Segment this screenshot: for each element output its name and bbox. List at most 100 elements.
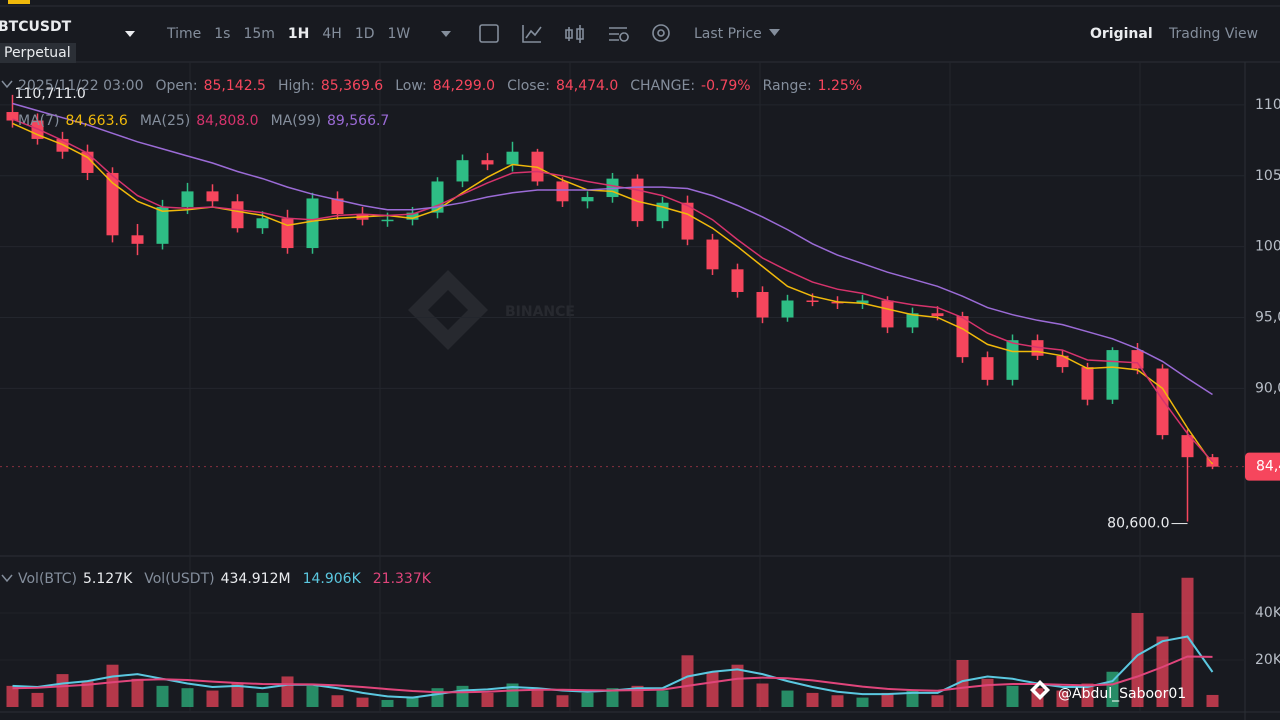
volume-bar <box>356 697 369 707</box>
template-icon[interactable] <box>609 27 629 42</box>
candle-body <box>6 112 19 121</box>
settings-icon[interactable] <box>652 24 670 42</box>
ma-name: MA(25) <box>140 113 190 129</box>
volume-bar <box>281 676 294 707</box>
ma-name: MA(99) <box>271 113 321 129</box>
candle-body <box>881 300 894 328</box>
interval[interactable]: 1s <box>214 26 230 42</box>
watermark-logo <box>408 270 488 350</box>
extreme-label: 80,600.0 <box>1107 516 1169 532</box>
info-label: Open: <box>156 78 198 94</box>
volume-bar <box>681 655 694 707</box>
extreme-label: 110,711.0 <box>15 86 86 102</box>
volume-bar <box>931 695 944 707</box>
volume-bar <box>706 671 719 707</box>
ma-value: 89,566.7 <box>327 113 389 129</box>
price-source[interactable]: Last Price <box>694 26 762 42</box>
volume-legend: Vol(BTC) 5.127K Vol(USDT) 434.912M 14.906K 21… <box>1 571 432 587</box>
interval[interactable]: 1W <box>388 26 411 42</box>
ma-line <box>12 102 1213 396</box>
candle-body <box>1006 340 1019 380</box>
volume-bar <box>1181 577 1194 707</box>
candle-body <box>306 198 319 249</box>
y-tick-label: 105,000 <box>1255 168 1280 184</box>
info-label: Close: <box>507 78 550 94</box>
candle-body <box>81 151 94 173</box>
candle-body <box>106 172 119 236</box>
info-value: 84,299.0 <box>433 78 495 94</box>
volume-bar <box>256 692 269 707</box>
collapse-icon[interactable] <box>1 80 13 89</box>
symbol-dropdown[interactable] <box>125 31 135 37</box>
info-label: CHANGE: <box>630 78 695 94</box>
candle-body <box>731 269 744 292</box>
candle-body <box>756 291 769 318</box>
volume-bar <box>481 692 494 707</box>
volume-bar <box>231 683 244 707</box>
info-label: Low: <box>395 78 427 94</box>
interval[interactable]: 1H <box>288 26 309 42</box>
chart-type-icon[interactable] <box>565 25 584 43</box>
candle-body <box>131 235 144 244</box>
interval-dropdown[interactable] <box>441 31 451 37</box>
candle-body <box>1181 435 1194 458</box>
candle-body <box>406 212 419 220</box>
interval[interactable]: 4H <box>322 26 341 42</box>
volume-bar <box>1131 613 1144 707</box>
volume-bar <box>1156 636 1169 707</box>
interval-group: Time 1s 15m 1H 4H 1D 1W <box>166 26 410 42</box>
candle-body <box>906 313 919 328</box>
y-tick-label: 20K <box>1255 652 1280 668</box>
candle-body <box>281 218 294 249</box>
candle-body <box>156 206 169 244</box>
info-label: High: <box>278 78 315 94</box>
candle-body <box>806 300 819 302</box>
datetime: 2025/11/22 03:00 <box>18 78 144 94</box>
candle-body <box>981 357 994 380</box>
interval[interactable]: 15m <box>243 26 274 42</box>
info-value: -0.79% <box>701 78 751 94</box>
volume-bar <box>6 685 19 707</box>
indicator-icon[interactable] <box>522 25 542 43</box>
volume-ma-value: 21.337K <box>373 571 432 587</box>
ma-value: 84,808.0 <box>196 113 258 129</box>
candle-body <box>681 202 694 240</box>
volume-name: Vol(BTC) <box>18 571 77 587</box>
candle-body <box>181 191 194 207</box>
volume-bar <box>1006 685 1019 707</box>
candle-body <box>256 218 269 229</box>
candle-body <box>331 198 344 215</box>
calendar-icon[interactable] <box>479 24 499 43</box>
volume-bar <box>506 683 519 707</box>
collapse-icon[interactable] <box>1 574 13 583</box>
info-value: 1.25% <box>818 78 862 94</box>
candle-body <box>1106 350 1119 400</box>
volume-bar <box>606 688 619 707</box>
info-value: 84,474.0 <box>556 78 618 94</box>
volume-bar <box>781 690 794 707</box>
last-price-label: 84,474.0 <box>1256 459 1280 475</box>
y-tick-label: 100,000 <box>1255 239 1280 255</box>
tab-indicator <box>8 0 30 4</box>
credit-logo <box>1030 680 1050 700</box>
price-source-dropdown[interactable] <box>769 29 780 36</box>
volume-bar <box>856 697 869 707</box>
volume-bar <box>81 681 94 707</box>
candle-body <box>1056 355 1069 368</box>
interval[interactable]: Time <box>166 26 201 42</box>
candle-body <box>456 160 469 182</box>
view-original[interactable]: Original <box>1090 26 1153 42</box>
volume-bar <box>56 674 69 707</box>
toolbar-icons <box>479 24 670 43</box>
interval[interactable]: 1D <box>355 26 375 42</box>
candle-body <box>506 151 519 165</box>
candle-body <box>1206 457 1219 467</box>
y-tick-label: 95,000 <box>1255 309 1280 325</box>
ma-name: MA(7) <box>18 113 60 129</box>
y-tick-label: 90,000 <box>1255 380 1280 396</box>
volume-bar <box>1081 683 1094 707</box>
volume-bar <box>956 660 969 707</box>
view-tradingview[interactable]: Trading View <box>1168 26 1258 42</box>
symbol[interactable]: BTCUSDT <box>0 19 72 35</box>
